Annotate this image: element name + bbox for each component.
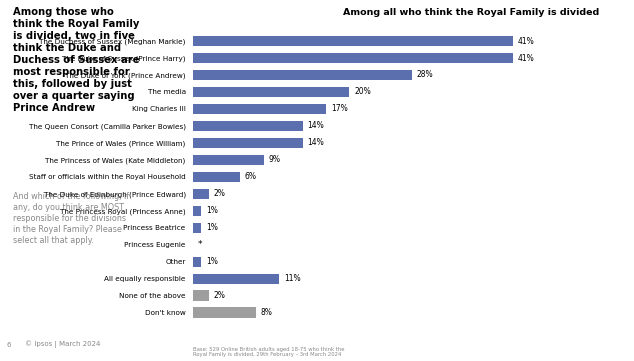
Text: 2%: 2% [214,190,226,199]
Text: 6%: 6% [245,173,257,181]
Text: 1%: 1% [206,257,217,266]
Text: 1%: 1% [206,206,217,216]
Bar [193,274,279,284]
Bar [193,87,349,97]
Text: Among those who
think the Royal Family
is divided, two in five
think the Duke an: Among those who think the Royal Family i… [13,7,139,113]
Text: © Ipsos | March 2024: © Ipsos | March 2024 [25,341,101,348]
Text: 9%: 9% [268,155,280,164]
Bar [193,36,514,46]
Text: 1%: 1% [206,223,217,232]
Bar [193,223,201,233]
Text: Base: 529 Online British adults aged 18-75 who think the
Royal Family is divided: Base: 529 Online British adults aged 18-… [193,347,345,357]
Bar [193,308,256,318]
Text: 28%: 28% [417,70,433,79]
Text: 20%: 20% [354,87,371,96]
Bar [193,257,201,267]
Text: 2%: 2% [214,291,226,300]
Text: Q: Q [583,309,599,327]
Text: 41%: 41% [518,53,534,62]
Bar [193,70,412,80]
Text: And which of the following, if
any, do you think are MOST
responsible for the di: And which of the following, if any, do y… [13,192,129,245]
Bar [193,53,514,63]
Text: Ipsos: Ipsos [577,340,605,350]
Bar [193,155,264,165]
Text: © ipsos: © ipsos [15,342,53,351]
Text: 6: 6 [6,342,11,348]
Text: 41%: 41% [518,36,534,45]
Bar [193,121,302,131]
Bar [193,188,209,199]
Bar [193,104,326,114]
Bar [193,291,209,301]
Bar [193,138,302,148]
Bar [193,171,240,182]
Text: 17%: 17% [331,104,347,113]
Text: 11%: 11% [284,274,301,283]
Text: 14%: 14% [307,121,324,130]
Text: Among all who think the Royal Family is divided: Among all who think the Royal Family is … [343,8,599,17]
Bar [193,205,201,216]
Text: *: * [197,240,202,249]
Text: 14%: 14% [307,138,324,147]
Text: 8%: 8% [261,308,273,317]
